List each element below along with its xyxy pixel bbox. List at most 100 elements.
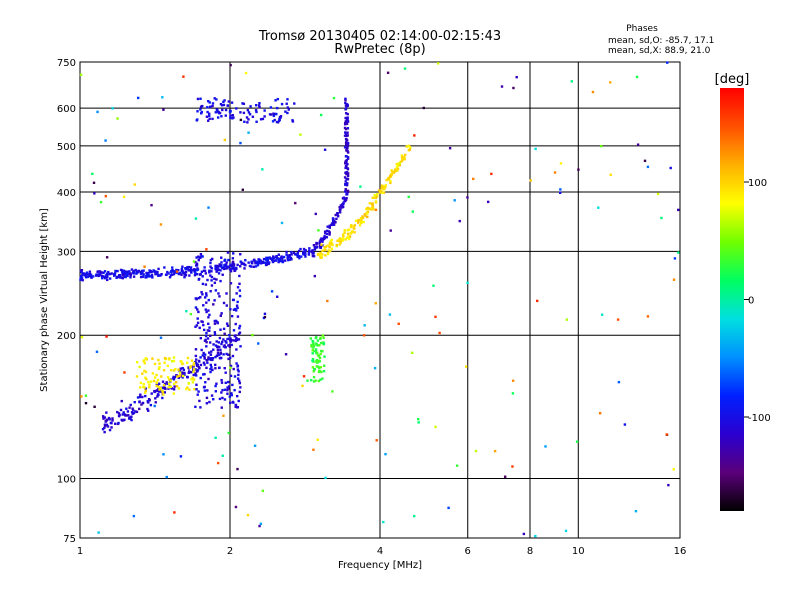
data-point [258,101,261,105]
data-point [132,271,135,274]
data-point [322,364,326,367]
data-point [197,258,200,262]
data-point [338,243,342,246]
data-point [166,364,170,368]
data-point [202,351,205,355]
data-point [565,318,569,321]
data-point [157,274,160,277]
data-point [236,368,240,371]
data-point [192,361,196,365]
data-point [229,264,232,268]
data-point [208,101,211,104]
data-point [91,275,95,278]
data-point [360,219,363,222]
data-point [200,290,203,294]
data-point [383,187,386,191]
data-point [239,265,242,268]
data-point [128,416,131,419]
data-point [235,336,238,340]
data-point [175,268,178,272]
data-point [123,273,126,276]
data-point [240,262,243,266]
data-point [466,281,469,284]
data-point [149,275,152,278]
data-point [405,145,408,148]
data-point [207,119,210,122]
data-point [265,256,268,260]
data-point [347,228,351,231]
data-point [219,328,222,331]
data-point [298,256,301,260]
data-point [417,421,420,424]
data-point [317,229,320,232]
data-point [223,258,227,262]
data-point [263,115,266,118]
data-point [206,361,209,364]
data-point [234,403,238,407]
data-point [136,396,140,399]
data-point [237,399,240,403]
data-point [201,354,204,357]
data-point [236,467,239,471]
data-point [207,356,210,359]
data-point [218,336,222,340]
data-point [250,260,253,263]
data-point [214,436,217,440]
data-point [232,266,235,270]
data-point [224,340,227,343]
data-point [318,242,321,245]
data-point [311,339,314,343]
data-point [342,202,345,206]
data-point [144,387,147,390]
data-point [344,187,347,191]
data-point [394,170,397,173]
data-point [159,336,163,339]
data-point [224,371,227,374]
data-point [197,365,200,369]
data-point [120,276,123,279]
data-point [181,376,184,379]
data-point [203,372,206,376]
data-point [512,86,515,90]
data-point [374,208,378,212]
data-point [187,370,191,373]
data-point [96,274,99,277]
data-point [455,464,459,467]
data-point [301,251,305,255]
data-point [79,73,83,76]
data-point [172,392,175,395]
data-point [677,208,680,212]
data-point [195,383,198,386]
data-point [229,282,233,285]
data-point [343,229,346,232]
data-point [105,411,108,414]
data-point [93,192,96,195]
data-point [398,162,401,165]
data-point [138,407,141,411]
data-point [147,380,150,384]
data-point [261,117,265,121]
data-point [238,324,242,328]
data-point [223,332,226,335]
data-point [181,265,184,268]
data-point [148,386,151,389]
data-point [123,371,126,374]
data-point [98,270,102,273]
data-point [226,388,229,392]
data-point [396,169,399,172]
data-point [194,297,198,300]
data-point [209,356,213,360]
data-point [564,529,568,533]
data-point [177,387,181,390]
data-point [89,274,92,277]
data-point [84,401,88,405]
data-point [170,387,174,390]
data-point [270,290,274,293]
data-point [399,160,402,164]
data-point [207,316,210,319]
data-point [195,388,198,391]
data-point [235,304,239,307]
data-point [373,193,376,197]
data-point [229,268,233,271]
data-point [229,270,233,273]
